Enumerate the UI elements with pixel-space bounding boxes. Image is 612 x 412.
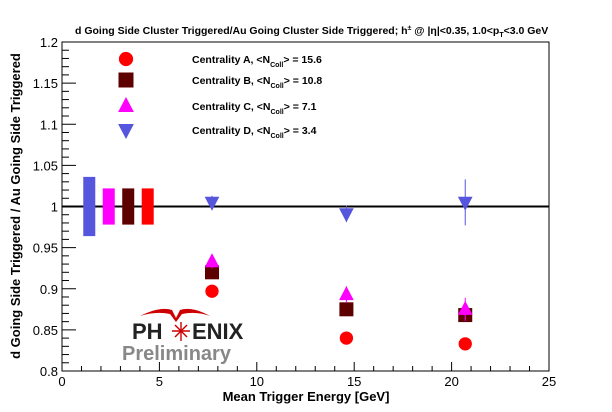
data-point [457, 196, 473, 211]
y-tick-label: 1.05 [33, 158, 58, 173]
legend-label: Centrality C, <NColl> = 7.1 [192, 101, 317, 116]
data-point [339, 302, 354, 317]
y-tick-label: 1.1 [40, 117, 58, 132]
data-point [339, 208, 354, 223]
legend-marker [118, 97, 134, 112]
data-point [458, 337, 472, 351]
y-tick-label: 0.95 [33, 241, 58, 256]
x-tick-label: 0 [58, 374, 65, 389]
y-tick-label: 1 [51, 200, 58, 215]
y-tick-label: 1.2 [40, 35, 58, 50]
x-tick-label: 20 [444, 374, 458, 389]
y-tick-label: 0.8 [40, 364, 58, 379]
data-point [339, 331, 354, 345]
legend: Centrality A, <NColl> = 15.6 Centrality B… [118, 51, 322, 140]
legend-label: Centrality B, <NColl> = 10.8 [192, 75, 322, 90]
data-point [204, 265, 219, 280]
logo-subtitle: Preliminary [122, 343, 232, 365]
legend-marker [118, 51, 134, 67]
logo-text-right: ENIX [192, 319, 244, 344]
data-points-layer [204, 179, 473, 351]
x-tick-label: 10 [250, 374, 264, 389]
systematic-boxes-layer [83, 176, 154, 237]
data-point [204, 253, 220, 268]
x-tick-label: 15 [347, 374, 361, 389]
systematic-box [83, 176, 96, 237]
ticks-layer: 0 5 10 15 20 25 0.8 0.85 0.9 0.95 1 1.05 1.1 1.15 1.2 [33, 35, 557, 389]
systematic-box [122, 188, 135, 225]
phoenix-burst-icon [172, 322, 190, 341]
legend-marker [118, 72, 134, 88]
legend-marker [118, 124, 134, 139]
y-tick-label: 1.15 [33, 76, 58, 91]
legend-label: Centrality D, <NColl> = 3.4 [192, 125, 317, 140]
phenix-logo: PH ENIX Preliminary [122, 308, 244, 365]
x-axis-label: Mean Trigger Energy [GeV] [223, 389, 390, 404]
data-point [205, 284, 219, 298]
systematic-box [141, 188, 154, 225]
y-tick-label: 0.9 [40, 282, 58, 297]
logo-text-left: PH [132, 319, 163, 344]
data-point [204, 196, 220, 211]
data-point [339, 286, 354, 301]
x-tick-label: 25 [542, 374, 556, 389]
legend-label: Centrality A, <NColl> = 15.6 [192, 54, 322, 69]
y-tick-label: 0.85 [33, 323, 58, 338]
phoenix-wing-icon [140, 308, 210, 322]
y-axis-label: d Going Side Triggered / Au Going Side T… [8, 53, 23, 359]
chart-title: d Going Side Cluster Triggered/Au Going … [75, 25, 548, 39]
data-point [457, 300, 473, 315]
x-tick-label: 5 [156, 374, 163, 389]
systematic-box [102, 188, 115, 225]
